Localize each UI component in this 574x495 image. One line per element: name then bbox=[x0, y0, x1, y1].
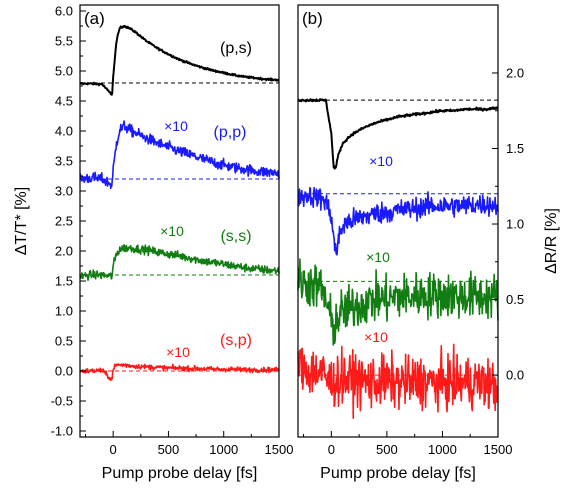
y-tick-label-a: 2.5 bbox=[55, 214, 73, 229]
x-tick-label-a: 1500 bbox=[265, 442, 294, 457]
x-axis-title-a: Pump probe delay [fs] bbox=[102, 465, 258, 482]
plot-frame-a bbox=[79, 4, 280, 438]
series-line-b-0 bbox=[297, 98, 499, 170]
x-tick-label-a: 0 bbox=[110, 442, 117, 457]
series-line-a-0 bbox=[79, 24, 280, 96]
series-label-a-3: (s,p) bbox=[220, 332, 252, 349]
panel-b: 0 500 1000 1500 0.0 0.5 1.0 1.5 2.0 (b) ×10 ×10 ×10 P… bbox=[297, 4, 560, 482]
y-tick-label-a: 6.0 bbox=[55, 4, 73, 19]
y-tick-label-a: 4.0 bbox=[55, 124, 73, 139]
multiplier-label-a-3: ×10 bbox=[166, 344, 190, 360]
series-label-a-2: (s,s) bbox=[220, 228, 251, 245]
x-tick-label-b: 1500 bbox=[484, 442, 513, 457]
y-tick-label-b: 2.0 bbox=[506, 65, 524, 80]
y-tick-label-a: 5.5 bbox=[55, 34, 73, 49]
x-axis-title-b: Pump probe delay [fs] bbox=[320, 465, 476, 482]
y-tick-label-a: 3.5 bbox=[55, 154, 73, 169]
y-tick-label-a: 4.5 bbox=[55, 94, 73, 109]
y-axis-title-a: ΔT/T* [%] bbox=[13, 187, 30, 255]
y-tick-label-a: 1.5 bbox=[55, 274, 73, 289]
y-tick-label-b: 1.0 bbox=[506, 217, 524, 232]
x-tick-label-a: 500 bbox=[158, 442, 180, 457]
series-line-a-3 bbox=[79, 363, 280, 382]
series-label-a-0: (p,s) bbox=[220, 40, 252, 57]
y-tick-label-a: 3.0 bbox=[55, 184, 73, 199]
series-line-b-3 bbox=[297, 343, 499, 420]
y-tick-label-b: 1.5 bbox=[506, 141, 524, 156]
x-tick-label-a: 1000 bbox=[209, 442, 238, 457]
y-tick-label-a: 0.5 bbox=[55, 334, 73, 349]
y-tick-label-a: 1.0 bbox=[55, 304, 73, 319]
y-tick-label-a: 5.0 bbox=[55, 64, 73, 79]
series-line-a-1 bbox=[79, 120, 280, 190]
multiplier-label-b-1: ×10 bbox=[369, 153, 393, 169]
multiplier-label-b-2: ×10 bbox=[366, 249, 390, 265]
series-line-b-2 bbox=[297, 258, 499, 346]
multiplier-label-b-3: ×10 bbox=[364, 329, 388, 345]
panel-a: 0 500 1000 1500 -1.0 -0.5 0.0 0.5 1.0 1.5 2.0 2.5 3.… bbox=[13, 4, 293, 483]
multiplier-label-a-1: ×10 bbox=[164, 118, 188, 134]
plot-frame-b bbox=[297, 4, 499, 438]
y-tick-label-a: 0.0 bbox=[55, 364, 73, 379]
x-tick-label-b: 0 bbox=[328, 442, 335, 457]
x-tick-label-b: 500 bbox=[376, 442, 398, 457]
y-tick-label-a: 2.0 bbox=[55, 244, 73, 259]
panel-label-a: (a) bbox=[84, 9, 105, 28]
y-tick-label-a: -1.0 bbox=[51, 424, 73, 439]
y-tick-label-a: -0.5 bbox=[51, 394, 73, 409]
series-label-a-1: (p,p) bbox=[214, 124, 247, 141]
y-tick-label-b: 0.0 bbox=[506, 368, 524, 383]
multiplier-label-a-2: ×10 bbox=[160, 223, 184, 239]
y-tick-label-b: 0.5 bbox=[506, 292, 524, 307]
panel-label-b: (b) bbox=[302, 9, 323, 28]
series-line-b-1 bbox=[297, 186, 499, 256]
x-tick-label-b: 1000 bbox=[428, 442, 457, 457]
series-line-a-2 bbox=[79, 243, 280, 282]
y-axis-title-b: ΔR/R [%] bbox=[543, 208, 560, 274]
